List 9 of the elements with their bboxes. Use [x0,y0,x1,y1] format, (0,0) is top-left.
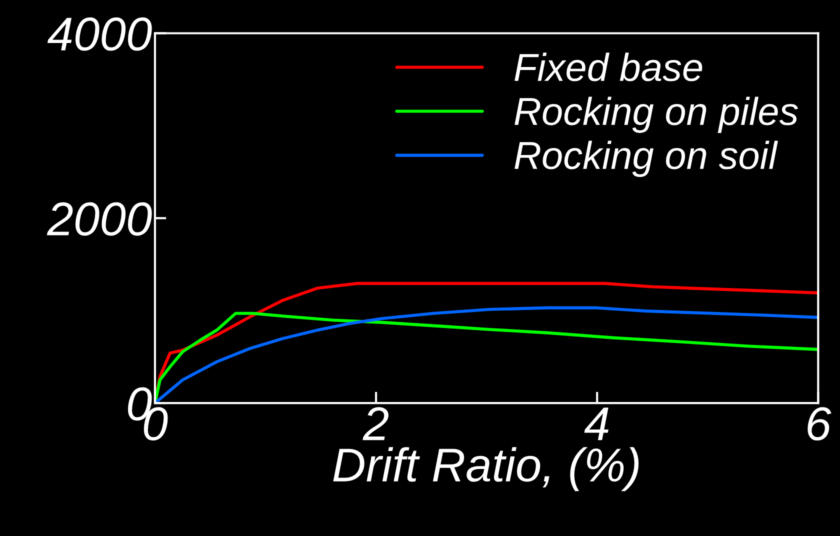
legend-label: Fixed base [514,52,702,82]
y-tick-label: 2000 [46,202,152,236]
x-tick-label: 6 [808,407,832,441]
x-tick-label: 2 [362,407,388,440]
y-tick-label: 4000 [47,17,152,51]
legend-label: Rocking on soil [514,140,778,177]
x-axis-title: Drift Ratio, (%) [333,447,639,492]
x-tick-label: 4 [584,408,608,440]
legend-label: Rocking on piles [514,96,798,133]
